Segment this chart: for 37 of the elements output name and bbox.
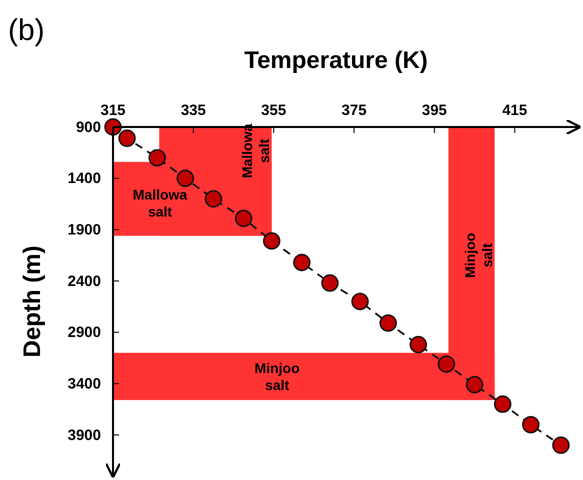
y-tick-label: 1900 — [68, 221, 101, 238]
y-tick-label: 3900 — [68, 426, 101, 444]
x-tick-label: 315 — [100, 102, 126, 119]
point — [118, 130, 136, 148]
point — [176, 170, 194, 188]
x-tick-label: 355 — [261, 102, 286, 119]
y-tick-label: 3400 — [68, 375, 101, 392]
y-axis-title: Depth (m) — [19, 246, 46, 358]
point — [522, 416, 540, 434]
point — [552, 436, 570, 454]
x-tick-label: 375 — [342, 102, 367, 119]
band-label: Minjoo salt — [254, 360, 300, 393]
y-tick-label: 2900 — [68, 324, 101, 342]
point — [351, 292, 369, 310]
point — [148, 149, 166, 167]
point — [104, 118, 122, 136]
x-tick-label: 415 — [502, 102, 528, 119]
point — [234, 210, 252, 228]
point — [204, 190, 222, 208]
x-tick-label: 335 — [180, 102, 206, 119]
chart-title: (b) — [8, 14, 45, 47]
band-label: Mallowa salt — [239, 124, 272, 178]
point — [494, 395, 512, 413]
y-tick-label: 1400 — [68, 170, 101, 188]
band-label: Mallowa salt — [132, 186, 188, 220]
point — [438, 355, 456, 373]
point — [293, 254, 311, 272]
point — [321, 274, 339, 292]
point — [466, 376, 484, 394]
point — [262, 232, 280, 250]
x-axis-title: Temperature (K) — [244, 47, 428, 74]
y-tick-label: 2400 — [68, 272, 101, 290]
point — [410, 336, 428, 354]
y-tick-label: 900 — [76, 118, 101, 136]
point — [379, 314, 397, 332]
band-label: Minjoo salt — [462, 232, 496, 278]
x-tick-label: 395 — [422, 102, 447, 119]
